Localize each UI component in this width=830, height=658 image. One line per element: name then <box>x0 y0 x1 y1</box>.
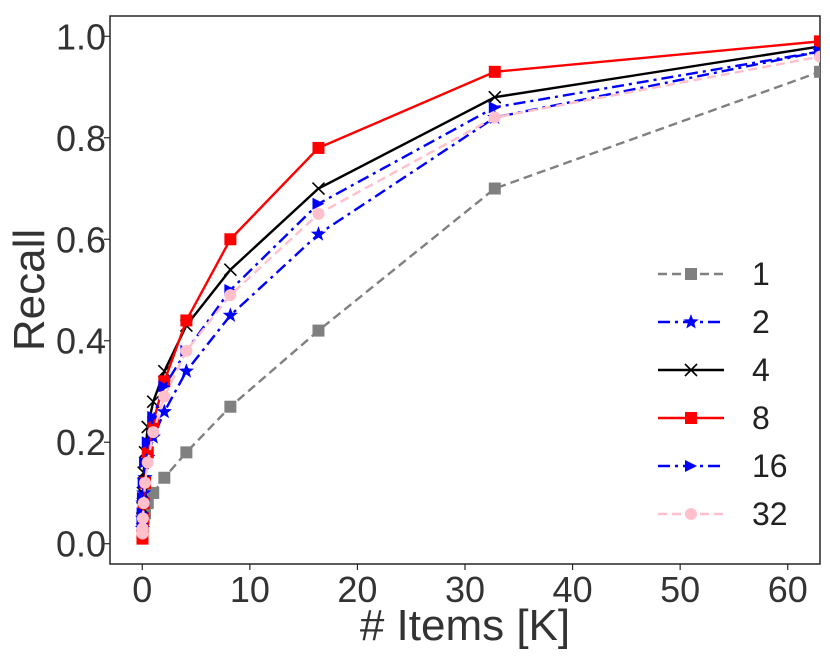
data-point <box>488 65 501 78</box>
series-line <box>141 55 820 534</box>
legend-label: 1 <box>752 256 770 292</box>
data-point <box>139 476 152 489</box>
data-point <box>311 181 326 196</box>
data-point <box>488 101 501 114</box>
y-tick-label: 0.2 <box>56 422 106 463</box>
legend-label: 4 <box>752 352 770 388</box>
series-line <box>141 40 820 539</box>
data-point <box>147 486 160 499</box>
y-tick-label: 1.0 <box>56 16 106 57</box>
data-point <box>312 141 325 154</box>
legend-marker <box>685 460 697 472</box>
data-point <box>180 314 193 327</box>
x-tick-label: 0 <box>132 569 152 610</box>
data-point <box>141 456 154 469</box>
y-tick-label: 0.6 <box>56 219 106 260</box>
x-tick-label: 60 <box>768 569 808 610</box>
y-tick-label: 0.4 <box>56 321 106 362</box>
series-line <box>141 50 820 529</box>
series-layer <box>134 35 820 545</box>
x-axis-title: # Items [K] <box>360 601 570 650</box>
data-point <box>488 111 501 124</box>
data-point <box>136 522 149 535</box>
data-point <box>147 410 160 423</box>
data-point <box>180 344 193 357</box>
series-4 <box>135 39 820 525</box>
legend-marker <box>684 363 698 377</box>
data-point <box>488 182 501 195</box>
y-axis-title: Recall <box>5 229 54 351</box>
data-point <box>147 426 160 439</box>
legend-item: 4 <box>658 352 770 388</box>
data-point <box>178 363 195 378</box>
legend-label: 16 <box>752 448 788 484</box>
data-point <box>141 436 154 449</box>
data-point <box>312 207 325 220</box>
x-tick-label: 40 <box>553 569 593 610</box>
data-point <box>488 90 502 104</box>
legend-marker <box>685 508 697 520</box>
data-point <box>224 289 237 302</box>
legend-label: 32 <box>752 496 788 532</box>
legend-marker <box>685 268 697 280</box>
data-point <box>156 403 172 419</box>
series-32 <box>136 50 820 540</box>
data-point <box>137 497 150 510</box>
legend-item: 32 <box>658 496 788 532</box>
series-8 <box>136 35 820 545</box>
legend: 1 2 4 8 16 32 <box>658 256 788 532</box>
data-point <box>158 380 171 393</box>
legend-label: 8 <box>752 400 770 436</box>
series-line <box>141 50 820 524</box>
y-axis-ticks: 0.0 0.2 0.4 0.6 0.8 1.0 <box>56 16 110 565</box>
legend-marker <box>685 412 697 424</box>
data-point <box>312 324 325 337</box>
plot-frame <box>109 15 821 565</box>
legend-item: 2 <box>658 304 770 340</box>
data-point <box>158 390 171 403</box>
data-point <box>158 471 171 484</box>
data-point <box>310 226 327 241</box>
series-line <box>141 45 820 519</box>
plot-area <box>109 15 821 565</box>
data-point <box>136 512 149 525</box>
legend-label: 2 <box>752 304 770 340</box>
x-axis-ticks: 0 10 20 30 40 50 60 <box>132 564 808 610</box>
legend-item: 1 <box>658 256 770 292</box>
x-tick-label: 10 <box>230 569 270 610</box>
data-point <box>224 233 237 246</box>
legend-item: 16 <box>658 448 788 484</box>
x-tick-label: 50 <box>660 569 700 610</box>
series-2 <box>134 43 820 535</box>
series-1 <box>136 65 820 540</box>
data-point <box>223 263 237 277</box>
data-point <box>814 35 820 48</box>
x-tick-label: 30 <box>445 569 485 610</box>
legend-marker <box>683 313 699 329</box>
y-tick-label: 0.0 <box>56 524 106 565</box>
data-point <box>224 400 237 413</box>
data-point <box>814 50 820 63</box>
legend-item: 8 <box>658 400 770 436</box>
data-point <box>814 65 820 78</box>
data-point <box>312 197 325 210</box>
x-tick-label: 20 <box>337 569 377 610</box>
y-tick-label: 0.8 <box>56 118 106 159</box>
data-point <box>180 446 193 459</box>
data-point <box>222 307 239 322</box>
